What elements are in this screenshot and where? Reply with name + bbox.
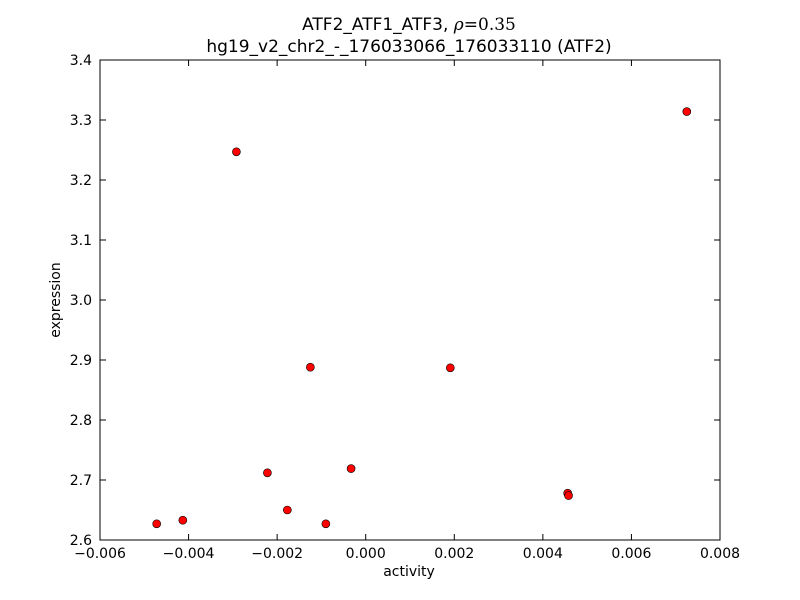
data-point <box>283 505 292 515</box>
data-point <box>178 515 188 525</box>
data-point <box>263 468 272 478</box>
y-tick-label: 3.3 <box>70 113 92 129</box>
data-point <box>682 107 692 116</box>
data-point <box>564 491 573 500</box>
x-tick-label: 0.002 <box>434 546 474 562</box>
x-axis-label: activity <box>383 564 435 580</box>
x-tick-label: 0.006 <box>611 546 651 562</box>
data-point <box>152 519 161 529</box>
x-tick-label: −0.004 <box>163 546 215 562</box>
data-point <box>346 464 356 473</box>
chart-title-line2: hg19_v2_chr2_-_176033066_176033110 (ATF2… <box>206 37 611 57</box>
y-tick-label: 3.0 <box>70 293 92 309</box>
ticks-layer: −0.006 −0.004 −0.002 0.000 0.002 0.004 0.006 0.… <box>70 53 740 562</box>
chart-title-line1: ATF2_ATF1_ATF3, ρ=0.35 <box>302 15 516 35</box>
chart-title-rho-symbol: ρ <box>453 15 464 35</box>
y-tick-label: 2.7 <box>70 473 92 489</box>
y-tick-label: 2.9 <box>70 353 92 369</box>
data-point <box>306 362 315 372</box>
chart-title-rho-value: =0.35 <box>464 15 516 35</box>
plot-frame <box>99 59 721 541</box>
data-point <box>321 519 331 529</box>
y-tick-label: 3.1 <box>70 233 92 249</box>
data-point <box>232 147 241 157</box>
points-layer <box>152 107 692 529</box>
x-tick-label: 0.004 <box>523 546 563 562</box>
data-point <box>445 363 455 373</box>
y-axis-label: expression <box>48 262 64 338</box>
y-tick-label: 2.8 <box>70 413 92 429</box>
x-tick-label: 0.008 <box>700 546 740 562</box>
x-tick-label: −0.006 <box>74 546 126 562</box>
y-tick-label: 3.2 <box>70 173 92 189</box>
y-tick-label: 3.4 <box>70 53 92 69</box>
y-tick-label: 2.6 <box>70 533 92 549</box>
x-tick-label: 0.000 <box>346 546 386 562</box>
chart-title-prefix: ATF2_ATF1_ATF3, <box>302 15 454 35</box>
x-tick-label: −0.002 <box>251 546 303 562</box>
